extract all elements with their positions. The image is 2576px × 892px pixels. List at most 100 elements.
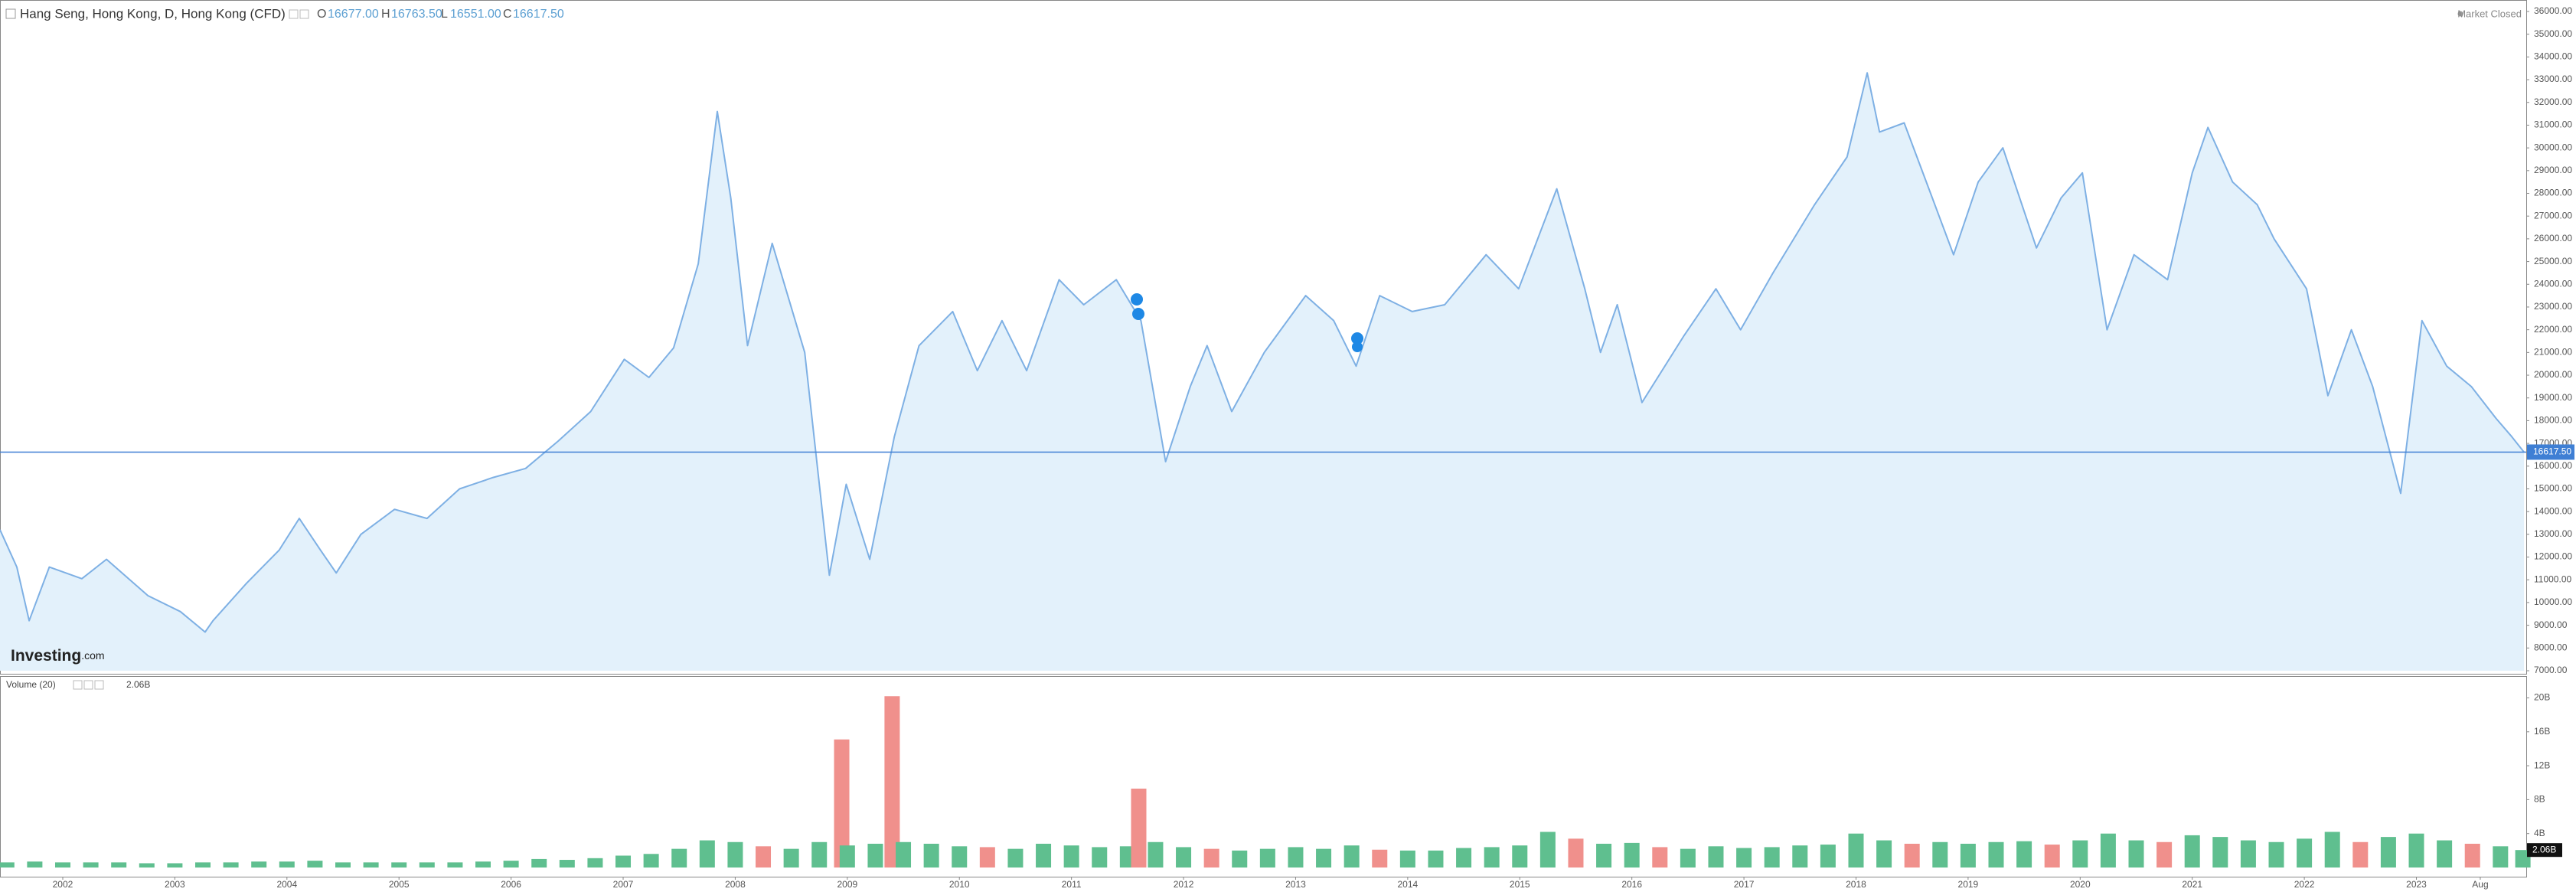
volume-bar (923, 843, 939, 867)
volume-bar (2072, 840, 2088, 867)
toggle-icon[interactable] (83, 680, 93, 690)
y-tick-label: 36000.00 (2534, 5, 2572, 16)
volume-bar (1764, 847, 1780, 867)
x-tick-label: 2002 (53, 879, 73, 890)
volume-bar (1344, 845, 1360, 867)
y-tick-label: 30000.00 (2534, 142, 2572, 152)
volume-bar (2212, 837, 2228, 867)
volume-bar (307, 861, 323, 867)
volume-bar (2515, 850, 2531, 867)
volume-bar (1399, 850, 1415, 867)
y-tick-label: 8B (2534, 794, 2545, 805)
volume-bar (587, 858, 603, 867)
volume-bar (2240, 840, 2256, 867)
ohlc-value: 16617.50 (513, 8, 564, 21)
y-tick-label: 11000.00 (2534, 573, 2571, 584)
y-tick-label: 4B (2534, 828, 2545, 838)
logo-suffix: .com (81, 649, 104, 662)
volume-bar (531, 858, 547, 867)
volume-bar (1624, 842, 1640, 867)
volume-bar (1288, 847, 1304, 867)
volume-bar (2493, 846, 2509, 867)
x-tick-label: 2008 (725, 879, 746, 890)
volume-bar (2100, 833, 2116, 867)
y-tick-label: 9000.00 (2534, 619, 2568, 630)
volume-pane (0, 676, 2527, 877)
volume-bar (1007, 848, 1024, 867)
toggle-icon[interactable] (289, 9, 299, 19)
event-marker[interactable] (1131, 293, 1143, 306)
plot-layer (0, 72, 2531, 867)
volume-bar (1680, 848, 1696, 867)
price-pane (0, 0, 2527, 675)
volume-bar (1063, 845, 1079, 867)
y-tick-label: 16000.00 (2534, 460, 2572, 471)
volume-bar (1652, 847, 1668, 867)
volume-bar (1708, 846, 1724, 867)
x-tick-label: 2022 (2294, 879, 2315, 890)
x-tick-label: 2012 (1174, 879, 1194, 890)
volume-bar (2268, 841, 2284, 867)
volume-bar (1512, 845, 1528, 867)
x-tick-label: 2020 (2070, 879, 2091, 890)
event-marker[interactable] (1352, 341, 1363, 352)
volume-bar (1932, 841, 1948, 867)
volume-bar (1848, 833, 1864, 867)
toggle-icon[interactable] (299, 9, 309, 19)
volume-bar (1232, 850, 1248, 867)
volume-bar (223, 862, 239, 867)
y-tick-label: 19000.00 (2534, 392, 2572, 403)
x-tick-label: 2006 (501, 879, 521, 890)
volume-bar (783, 848, 799, 867)
chart-title: Hang Seng, Hong Kong, D, Hong Kong (CFD) (20, 6, 286, 21)
ohlc-value: 16551.00 (450, 8, 501, 21)
ohlc-value: 16763.50 (391, 8, 442, 21)
x-tick-label: 2021 (2182, 879, 2202, 890)
volume-bar (1596, 843, 1612, 867)
y-tick-label: 23000.00 (2534, 301, 2572, 312)
volume-bar (896, 841, 912, 867)
x-tick-label: 2018 (1846, 879, 1866, 890)
y-tick-label: 21000.00 (2534, 347, 2572, 358)
y-tick-label: 7000.00 (2534, 665, 2568, 675)
volume-bar (2156, 841, 2173, 867)
y-tick-label: 13000.00 (2534, 528, 2572, 539)
volume-bar (251, 861, 267, 867)
toggle-icon[interactable] (73, 680, 83, 690)
ohlc-value: 16677.00 (328, 8, 379, 21)
x-tick-label: Aug (2472, 879, 2488, 890)
volume-bar (1259, 848, 1275, 867)
price-label: 16617.50 (2533, 446, 2571, 457)
x-tick-label: 2014 (1398, 879, 1419, 890)
toggle-icon[interactable] (94, 680, 104, 690)
volume-bar (2297, 838, 2313, 867)
volume-bar (1820, 845, 1836, 867)
volume-bar (1176, 847, 1192, 867)
volume-bar (2437, 840, 2453, 867)
volume-bar (559, 860, 575, 867)
volume-bar (0, 862, 15, 867)
event-marker[interactable] (1351, 332, 1363, 345)
y-tick-label: 32000.00 (2534, 96, 2572, 107)
x-tick-label: 2016 (1621, 879, 1642, 890)
volume-bar (1456, 848, 1472, 867)
volume-bar (391, 862, 407, 867)
volume-bar (2324, 832, 2340, 867)
price-area (0, 73, 2525, 671)
x-tick-label: 2010 (949, 879, 970, 890)
x-tick-label: 2004 (276, 879, 297, 890)
volume-bar (615, 855, 632, 867)
collapse-icon[interactable] (5, 8, 16, 19)
volume-bar (2352, 841, 2369, 867)
volume-bar (139, 863, 155, 867)
volume-bar (1988, 841, 2004, 867)
volume-bar (2380, 837, 2396, 867)
volume-bar (2016, 841, 2032, 867)
ohlc-key: O (317, 8, 326, 21)
volume-bar (1036, 843, 1052, 867)
y-tick-label: 28000.00 (2534, 188, 2572, 198)
volume-bar (279, 861, 295, 867)
volume-bar (699, 840, 715, 867)
event-marker[interactable] (1132, 308, 1144, 320)
